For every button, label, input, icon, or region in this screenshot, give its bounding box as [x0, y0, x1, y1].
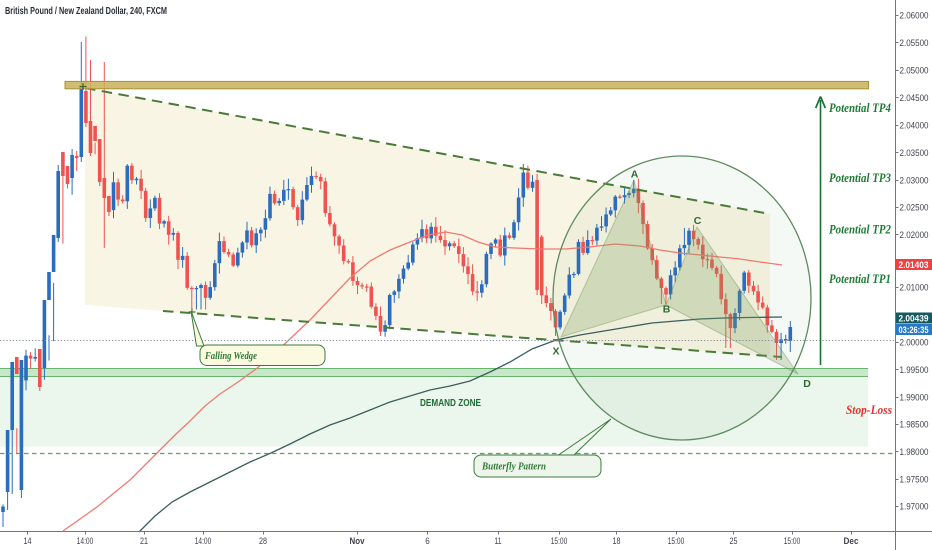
svg-text:A: A — [631, 169, 639, 181]
svg-text:British Pound / New Zealand Do: British Pound / New Zealand Dollar, 240,… — [5, 5, 167, 17]
svg-text:18: 18 — [613, 536, 621, 546]
svg-text:2.06000: 2.06000 — [900, 10, 929, 20]
svg-text:Potential TP3: Potential TP3 — [829, 170, 891, 185]
svg-text:Potential TP1: Potential TP1 — [829, 271, 891, 286]
svg-text:Falling Wedge: Falling Wedge — [204, 351, 257, 362]
svg-text:Butterfly Pattern: Butterfly Pattern — [481, 462, 546, 473]
svg-text:2.02000: 2.02000 — [900, 230, 929, 240]
svg-text:D: D — [803, 378, 811, 390]
svg-text:Stop-Loss: Stop-Loss — [846, 402, 892, 417]
svg-text:1.98000: 1.98000 — [900, 447, 929, 457]
svg-text:28: 28 — [259, 536, 267, 546]
svg-text:2.03500: 2.03500 — [900, 148, 929, 158]
svg-text:2.04000: 2.04000 — [900, 120, 929, 130]
svg-text:14:00: 14:00 — [77, 536, 94, 546]
svg-text:1.97000: 1.97000 — [900, 501, 929, 511]
svg-text:2.00000: 2.00000 — [900, 337, 929, 347]
svg-text:2.04500: 2.04500 — [900, 93, 929, 103]
svg-text:03:26:35: 03:26:35 — [899, 325, 929, 335]
svg-text:2.01403: 2.01403 — [899, 260, 929, 270]
svg-text:2.05000: 2.05000 — [900, 65, 929, 75]
svg-text:15:00: 15:00 — [784, 536, 801, 546]
svg-text:Nov: Nov — [350, 536, 366, 546]
svg-text:15:00: 15:00 — [551, 536, 568, 546]
svg-text:2.01000: 2.01000 — [900, 282, 929, 292]
svg-text:2.03000: 2.03000 — [900, 175, 929, 185]
svg-text:14:00: 14:00 — [195, 536, 212, 546]
svg-text:1.99000: 1.99000 — [900, 392, 929, 402]
svg-text:1.97500: 1.97500 — [900, 474, 929, 484]
svg-text:DEMAND ZONE: DEMAND ZONE — [420, 398, 481, 409]
svg-text:1.99500: 1.99500 — [900, 365, 929, 375]
svg-text:Dec: Dec — [844, 536, 859, 546]
svg-text:B: B — [663, 304, 671, 316]
svg-text:Potential TP4: Potential TP4 — [829, 100, 891, 115]
svg-text:C: C — [694, 215, 702, 227]
svg-text:Potential TP2: Potential TP2 — [829, 222, 891, 237]
svg-text:21: 21 — [140, 536, 148, 546]
svg-text:2.00439: 2.00439 — [899, 313, 929, 323]
svg-text:2.05500: 2.05500 — [900, 38, 929, 48]
svg-text:25: 25 — [730, 536, 738, 546]
svg-text:11: 11 — [495, 536, 502, 546]
svg-text:6: 6 — [425, 536, 430, 546]
svg-text:14: 14 — [24, 536, 32, 546]
svg-text:X: X — [552, 346, 559, 358]
svg-text:15:00: 15:00 — [668, 536, 685, 546]
svg-text:2.02500: 2.02500 — [900, 202, 929, 212]
svg-text:1.98500: 1.98500 — [900, 419, 929, 429]
